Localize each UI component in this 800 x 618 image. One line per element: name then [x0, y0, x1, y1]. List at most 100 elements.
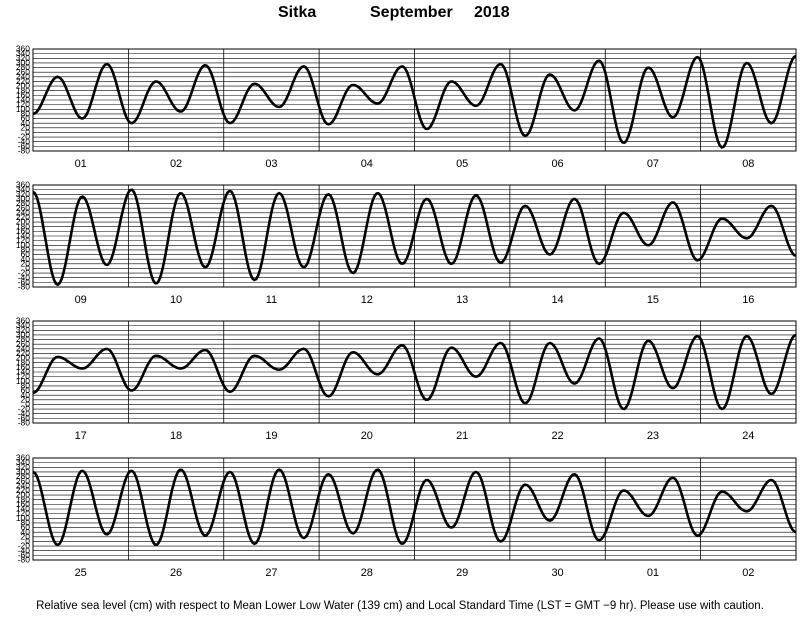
y-tick-label: 140: [16, 504, 30, 514]
y-tick-label: -80: [18, 555, 31, 565]
tide-curve: [32, 333, 797, 411]
y-tick-label: -80: [18, 418, 31, 428]
y-tick-label: 360: [16, 316, 30, 326]
y-tick-label: 340: [16, 48, 30, 58]
y-tick-label: 20: [21, 531, 31, 541]
panel-frame: [32, 320, 797, 424]
y-tick-label: 180: [16, 85, 30, 95]
y-tick-label: 20: [21, 258, 31, 268]
y-tick-label: 260: [16, 339, 30, 349]
y-tick-label: 100: [16, 240, 30, 250]
y-tick-label: 200: [16, 217, 30, 227]
y-tick-label: 260: [16, 67, 30, 77]
day-label: 22: [551, 430, 563, 442]
tide-curve: [32, 54, 797, 149]
day-label: 14: [551, 294, 563, 306]
y-tick-label: 120: [16, 235, 30, 245]
tide-chart: 3603403203002802602402202001801601401201…: [16, 44, 797, 579]
y-tick-label: -60: [18, 277, 31, 287]
y-tick-label: 60: [21, 113, 31, 123]
day-label: 19: [265, 430, 277, 442]
y-tick-label: -40: [18, 408, 31, 418]
day-label: 28: [361, 567, 373, 579]
y-tick-label: 280: [16, 334, 30, 344]
y-tick-label: 100: [16, 513, 30, 523]
y-tick-label: 200: [16, 81, 30, 91]
y-tick-label: 60: [21, 249, 31, 259]
y-tick-label: 240: [16, 71, 30, 81]
y-tick-label: 260: [16, 476, 30, 486]
y-tick-label: 260: [16, 203, 30, 213]
year: 2018: [474, 4, 510, 21]
tide-curve: [32, 188, 797, 286]
y-tick-label: 360: [16, 180, 30, 190]
y-tick-label: 320: [16, 462, 30, 472]
y-tick-label: 120: [16, 99, 30, 109]
y-tick-label: 240: [16, 207, 30, 217]
footer-note: Relative sea level (cm) with respect to …: [36, 600, 764, 612]
y-tick-label: 20: [21, 122, 31, 132]
y-tick-label: -80: [18, 282, 31, 292]
day-label: 07: [647, 158, 659, 170]
y-tick-label: 140: [16, 367, 30, 377]
y-tick-label: -80: [18, 146, 31, 156]
y-tick-label: 220: [16, 485, 30, 495]
y-tick-label: 360: [16, 453, 30, 463]
day-label: 08: [742, 158, 754, 170]
y-tick-label: 40: [21, 527, 31, 537]
y-tick-label: 60: [21, 522, 31, 532]
y-tick-label: 240: [16, 343, 30, 353]
y-tick-label: 180: [16, 357, 30, 367]
station-name: Sitka: [278, 4, 317, 21]
day-label: 01: [647, 567, 659, 579]
y-tick-label: -20: [18, 268, 31, 278]
y-tick-label: 180: [16, 221, 30, 231]
day-label: 20: [361, 430, 373, 442]
day-label: 23: [647, 430, 659, 442]
day-label: 30: [551, 567, 563, 579]
y-tick-label: -60: [18, 550, 31, 560]
y-tick-label: 320: [16, 325, 30, 335]
y-tick-label: 160: [16, 90, 30, 100]
day-label: 18: [170, 430, 182, 442]
panel-frame: [32, 48, 797, 152]
y-tick-label: -60: [18, 141, 31, 151]
day-label: 12: [361, 294, 373, 306]
day-label: 26: [170, 567, 182, 579]
y-tick-label: -20: [18, 541, 31, 551]
y-tick-label: 220: [16, 348, 30, 358]
y-tick-label: 60: [21, 385, 31, 395]
y-tick-label: 280: [16, 198, 30, 208]
y-tick-label: 80: [21, 381, 31, 391]
y-tick-label: 320: [16, 53, 30, 63]
y-tick-label: 300: [16, 58, 30, 68]
y-tick-label: 120: [16, 508, 30, 518]
month-name: September: [370, 4, 453, 21]
y-tick-label: 280: [16, 471, 30, 481]
y-tick-label: 200: [16, 353, 30, 363]
y-tick-label: 80: [21, 245, 31, 255]
day-label: 15: [647, 294, 659, 306]
y-tick-label: 200: [16, 490, 30, 500]
day-label: 05: [456, 158, 468, 170]
y-tick-label: 360: [16, 44, 30, 54]
y-tick-label: 80: [21, 518, 31, 528]
day-label: 13: [456, 294, 468, 306]
y-tick-label: 300: [16, 330, 30, 340]
day-label: 09: [75, 294, 87, 306]
y-tick-label: 300: [16, 194, 30, 204]
y-tick-label: 0: [25, 263, 30, 273]
day-label: 21: [456, 430, 468, 442]
y-tick-label: 160: [16, 362, 30, 372]
day-label: 02: [170, 158, 182, 170]
y-tick-label: -40: [18, 272, 31, 282]
tide-curve: [32, 468, 797, 547]
y-tick-label: 340: [16, 184, 30, 194]
y-tick-label: 220: [16, 76, 30, 86]
y-tick-label: -40: [18, 545, 31, 555]
y-tick-label: 120: [16, 371, 30, 381]
y-tick-label: 0: [25, 399, 30, 409]
y-tick-label: 240: [16, 480, 30, 490]
chart-title: Sitka September 2018: [0, 4, 800, 28]
y-tick-label: -60: [18, 413, 31, 423]
